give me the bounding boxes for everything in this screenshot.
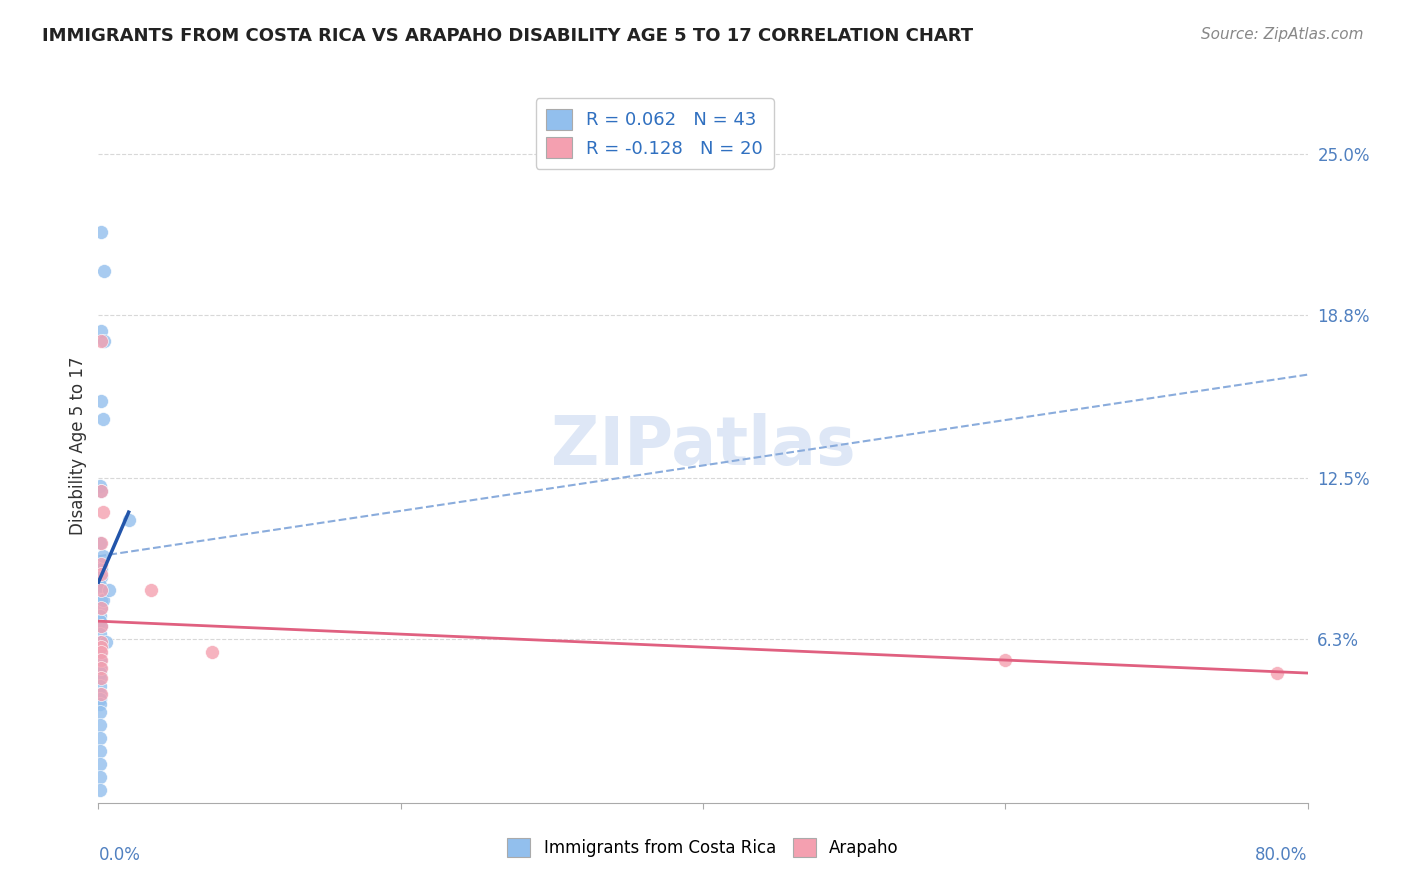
Point: [89, 661, 111, 675]
Point: [89, 679, 111, 693]
Point: [89, 536, 111, 550]
Point: [91, 411, 114, 425]
Point: [90, 334, 112, 348]
Point: [90, 582, 112, 597]
Point: [89, 635, 111, 649]
Point: [90, 687, 112, 701]
Point: [90, 645, 112, 659]
Point: [90, 619, 112, 633]
Point: [89, 782, 111, 797]
Point: [89, 718, 111, 732]
Point: [89, 666, 111, 681]
Point: [994, 653, 1017, 667]
Point: [90, 225, 112, 239]
Point: [89, 609, 111, 624]
Point: [90, 619, 112, 633]
Y-axis label: Disability Age 5 to 17: Disability Age 5 to 17: [69, 357, 87, 535]
Point: [90, 640, 112, 654]
Point: [89, 731, 111, 745]
Point: [90, 484, 112, 499]
Point: [89, 640, 111, 654]
Point: [89, 645, 111, 659]
Point: [1267, 666, 1289, 681]
Point: [89, 744, 111, 758]
Point: [89, 578, 111, 592]
Point: [90, 661, 112, 675]
Point: [90, 635, 112, 649]
Point: [89, 614, 111, 628]
Point: [89, 653, 111, 667]
Text: Source: ZipAtlas.com: Source: ZipAtlas.com: [1201, 27, 1364, 42]
Point: [89, 756, 111, 771]
Point: [89, 770, 111, 784]
Point: [91, 549, 114, 564]
Point: [91, 593, 114, 607]
Point: [93, 334, 115, 348]
Point: [90, 582, 112, 597]
Point: [90, 324, 112, 338]
Point: [118, 513, 141, 527]
Point: [94, 635, 117, 649]
Point: [90, 601, 112, 615]
Point: [89, 627, 111, 641]
Point: [89, 479, 111, 493]
Point: [90, 393, 112, 408]
Point: [93, 264, 115, 278]
Point: [90, 653, 112, 667]
Point: [90, 671, 112, 685]
Point: [89, 557, 111, 571]
Point: [90, 601, 112, 615]
Point: [90, 570, 112, 584]
Point: [89, 697, 111, 711]
Point: [90, 557, 112, 571]
Point: [90, 536, 112, 550]
Point: [89, 671, 111, 685]
Point: [90, 593, 112, 607]
Point: [201, 645, 224, 659]
Point: [89, 692, 111, 706]
Text: ZIPatlas: ZIPatlas: [551, 413, 855, 479]
Point: [90, 484, 112, 499]
Text: 80.0%: 80.0%: [1256, 846, 1308, 863]
Point: [89, 687, 111, 701]
Legend: Immigrants from Costa Rica, Arapaho: Immigrants from Costa Rica, Arapaho: [499, 830, 907, 866]
Point: [98, 582, 121, 597]
Point: [91, 505, 114, 519]
Point: [89, 705, 111, 719]
Text: 0.0%: 0.0%: [98, 846, 141, 863]
Text: IMMIGRANTS FROM COSTA RICA VS ARAPAHO DISABILITY AGE 5 TO 17 CORRELATION CHART: IMMIGRANTS FROM COSTA RICA VS ARAPAHO DI…: [42, 27, 973, 45]
Point: [90, 562, 112, 576]
Point: [141, 582, 163, 597]
Point: [90, 567, 112, 582]
